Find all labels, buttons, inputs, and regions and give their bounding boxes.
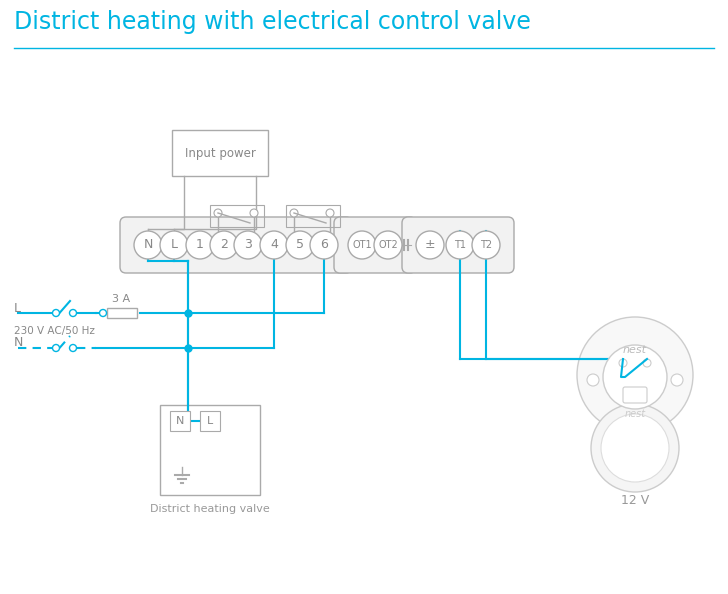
Text: 3 A: 3 A <box>112 294 130 304</box>
Text: T2: T2 <box>480 240 492 250</box>
FancyBboxPatch shape <box>402 217 514 273</box>
Circle shape <box>69 345 76 352</box>
Circle shape <box>52 309 60 317</box>
Text: 4: 4 <box>270 239 278 251</box>
Circle shape <box>619 359 627 367</box>
Circle shape <box>643 359 651 367</box>
Text: District heating valve: District heating valve <box>150 504 270 514</box>
Circle shape <box>290 209 298 217</box>
Text: nest: nest <box>625 409 646 419</box>
FancyBboxPatch shape <box>334 217 416 273</box>
FancyBboxPatch shape <box>172 130 268 176</box>
Circle shape <box>134 231 162 259</box>
Circle shape <box>260 231 288 259</box>
Text: ±: ± <box>424 239 435 251</box>
Circle shape <box>348 231 376 259</box>
Circle shape <box>601 414 669 482</box>
Text: Input power: Input power <box>185 147 256 160</box>
Circle shape <box>250 209 258 217</box>
Text: L: L <box>170 239 178 251</box>
Circle shape <box>160 231 188 259</box>
Circle shape <box>310 231 338 259</box>
Circle shape <box>416 231 444 259</box>
Circle shape <box>603 345 667 409</box>
Circle shape <box>587 374 599 386</box>
FancyBboxPatch shape <box>160 405 260 495</box>
Text: T1: T1 <box>454 240 466 250</box>
Text: OT1: OT1 <box>352 240 372 250</box>
Circle shape <box>326 209 334 217</box>
Circle shape <box>374 231 402 259</box>
FancyBboxPatch shape <box>120 217 352 273</box>
Circle shape <box>671 374 683 386</box>
Text: 5: 5 <box>296 239 304 251</box>
Text: L: L <box>207 416 213 426</box>
Text: 2: 2 <box>220 239 228 251</box>
Circle shape <box>100 309 106 317</box>
Circle shape <box>577 317 693 433</box>
Text: 3: 3 <box>244 239 252 251</box>
Text: nest: nest <box>623 345 647 355</box>
Circle shape <box>446 231 474 259</box>
Circle shape <box>472 231 500 259</box>
Text: OT2: OT2 <box>378 240 398 250</box>
Text: 1: 1 <box>196 239 204 251</box>
FancyBboxPatch shape <box>106 308 137 318</box>
Text: N: N <box>143 239 153 251</box>
FancyBboxPatch shape <box>200 411 220 431</box>
Text: District heating with electrical control valve: District heating with electrical control… <box>14 10 531 34</box>
Text: 230 V AC/50 Hz: 230 V AC/50 Hz <box>14 326 95 336</box>
Circle shape <box>52 345 60 352</box>
Text: N: N <box>14 336 23 349</box>
Circle shape <box>234 231 262 259</box>
Circle shape <box>69 309 76 317</box>
Circle shape <box>214 209 222 217</box>
Circle shape <box>210 231 238 259</box>
Text: 12 V: 12 V <box>621 494 649 507</box>
Text: N: N <box>176 416 184 426</box>
Text: L: L <box>14 302 21 314</box>
Text: 6: 6 <box>320 239 328 251</box>
FancyBboxPatch shape <box>170 411 190 431</box>
Circle shape <box>186 231 214 259</box>
FancyBboxPatch shape <box>623 387 647 403</box>
Circle shape <box>591 404 679 492</box>
Circle shape <box>286 231 314 259</box>
